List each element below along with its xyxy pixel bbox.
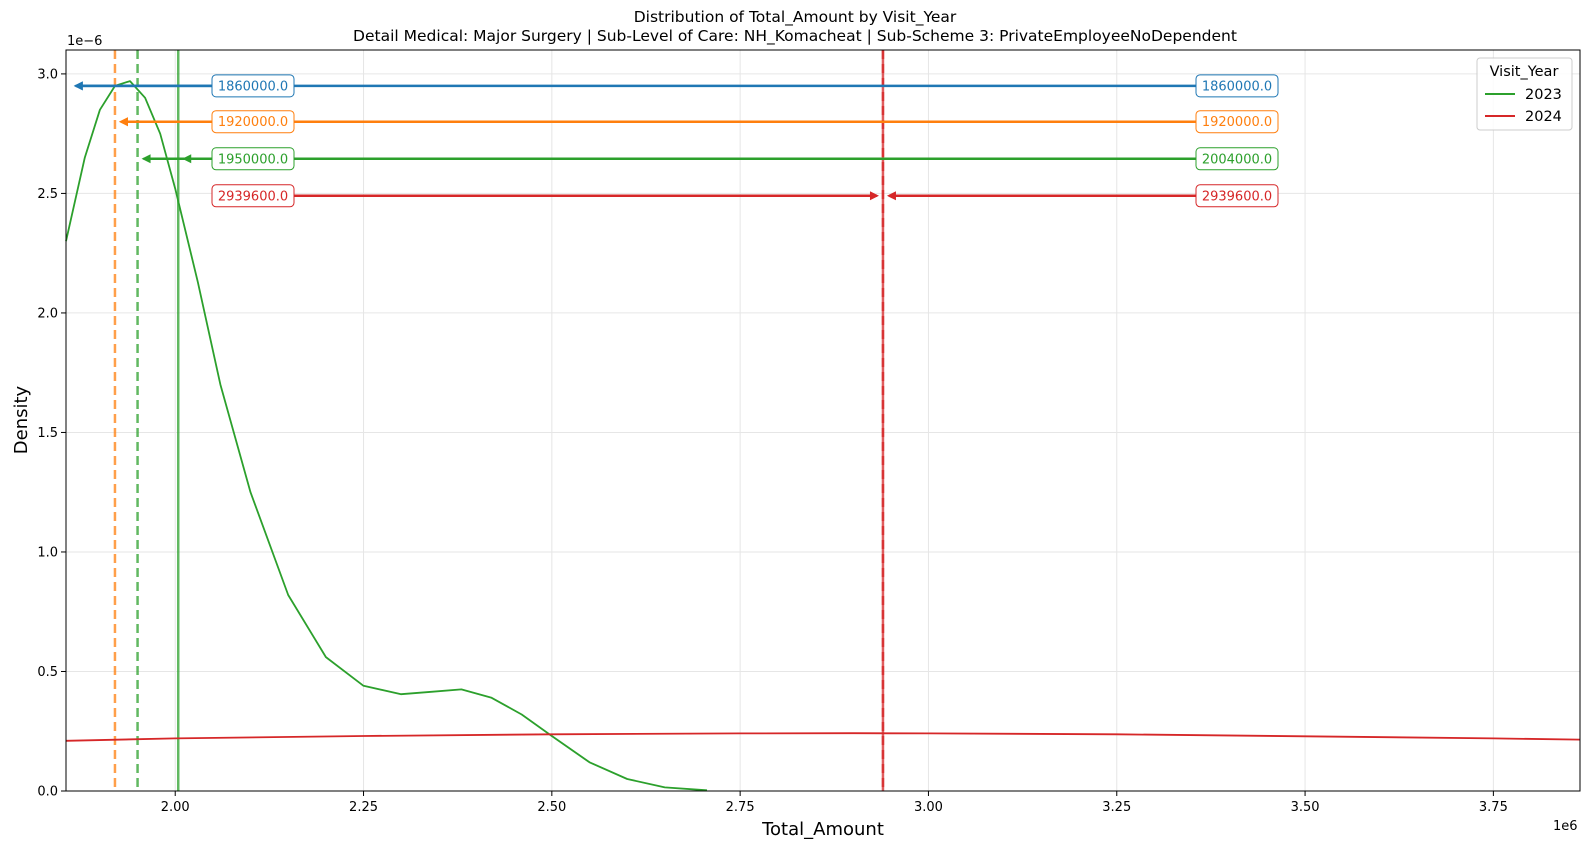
annotation-arrowhead <box>118 117 128 127</box>
annotation-label-box <box>211 110 295 134</box>
legend-label-2024: 2024 <box>1525 109 1562 125</box>
x-tick-label: 3.50 <box>1291 800 1320 815</box>
annotation-label: 1920000.0 <box>218 115 288 130</box>
x-tick-label: 2.25 <box>349 800 378 815</box>
x-tick-label: 2.50 <box>537 800 566 815</box>
y-tick-label: 0.5 <box>37 665 58 680</box>
annotation-label: 2939600.0 <box>218 189 288 204</box>
annotation-label-box <box>1195 74 1279 98</box>
annotation-label: 1860000.0 <box>218 79 288 94</box>
y-tick-label: 1.5 <box>37 426 58 441</box>
annotation-label: 1860000.0 <box>1202 79 1272 94</box>
legend-box <box>1476 57 1573 131</box>
annotation-label: 1920000.0 <box>1202 115 1272 130</box>
annotation-label-box <box>1195 147 1279 171</box>
series-curves <box>65 80 1581 792</box>
x-offset-label: 1e6 <box>1553 819 1578 834</box>
annotation-label-box <box>1195 110 1279 134</box>
annotations: 1860000.0 1860000.0 1920000.0 1920000.0 1950… <box>73 74 1279 208</box>
y-tick-label: 1.0 <box>37 545 58 560</box>
series-line-2023 <box>65 80 708 792</box>
series-line-2024 <box>65 732 1581 742</box>
annotation-arrowhead <box>141 154 151 164</box>
annotation-label-box <box>211 184 295 208</box>
grid-lines <box>66 50 1580 792</box>
annotation-label-box <box>211 74 295 98</box>
legend-label-2023: 2023 <box>1525 87 1562 103</box>
reference-lines <box>113 50 885 791</box>
y-axis-title: Density <box>11 385 32 454</box>
x-tick-label: 2.75 <box>726 800 755 815</box>
x-tick-label: 3.75 <box>1479 800 1508 815</box>
annotation-arrowhead <box>182 154 192 164</box>
chart-title: Distribution of Total_Amount by Visit_Ye… <box>634 8 957 27</box>
annotation-label: 2939600.0 <box>1202 189 1272 204</box>
annotation-label-box <box>1195 184 1279 208</box>
annotation-label-box <box>211 147 295 171</box>
x-tick-label: 2.00 <box>161 800 190 815</box>
legend-title: Visit_Year <box>1490 64 1559 80</box>
x-tick-label: 3.00 <box>914 800 943 815</box>
legend: Visit_Year 2023 2024 <box>1476 57 1573 131</box>
y-tick-label: 2.5 <box>37 187 58 202</box>
annotation-arrowhead <box>869 191 879 201</box>
y-tick-label: 2.0 <box>37 306 58 321</box>
y-tick-label: 3.0 <box>37 67 58 82</box>
annotation-label: 2004000.0 <box>1202 152 1272 167</box>
y-offset-label: 1e−6 <box>67 34 102 49</box>
x-tick-label: 3.25 <box>1102 800 1131 815</box>
annotation-label: 1950000.0 <box>218 152 288 167</box>
y-axis-ticks: 0.0 0.5 1.0 1.5 2.0 2.5 3.0 <box>37 67 66 800</box>
annotation-arrowhead <box>73 81 83 91</box>
chart-subtitle: Detail Medical: Major Surgery | Sub-Leve… <box>353 27 1237 46</box>
annotation-arrowhead <box>886 191 896 201</box>
x-axis-ticks: 2.00 2.25 2.50 2.75 3.00 3.25 3.50 3.75 <box>161 791 1508 815</box>
x-axis-title: Total_Amount <box>761 819 884 840</box>
y-tick-label: 0.0 <box>37 785 58 800</box>
plot-frame <box>65 49 1581 792</box>
